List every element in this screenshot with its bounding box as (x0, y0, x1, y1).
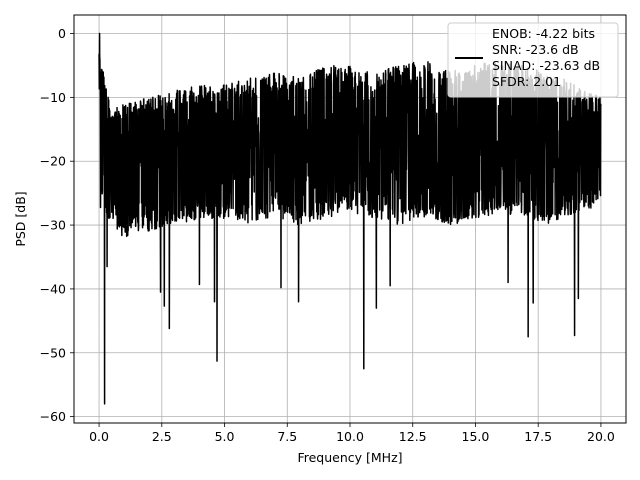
y-tick-label: −50 (40, 345, 66, 360)
legend-enob: ENOB: -4.22 bits (492, 26, 595, 41)
legend-sinad: SINAD: -23.63 dB (492, 58, 600, 73)
x-tick-label: 10.0 (336, 429, 364, 444)
x-tick-label: 0.0 (89, 429, 109, 444)
y-tick-label: −20 (40, 154, 66, 169)
y-tick-label: −10 (40, 90, 66, 105)
x-tick-label: 2.5 (152, 429, 172, 444)
x-tick-label: 12.5 (399, 429, 427, 444)
x-tick-label: 17.5 (524, 429, 552, 444)
y-tick-label: 0 (58, 26, 66, 41)
y-tick-label: −60 (40, 409, 66, 424)
x-tick-label: 15.0 (462, 429, 490, 444)
x-axis-label: Frequency [MHz] (297, 450, 402, 465)
x-tick-label: 20.0 (587, 429, 615, 444)
ticks: 0.0 2.5 5.0 7.5 10.0 12.5 15.0 17.5 20.0 0 −10 −20 −… (40, 26, 615, 444)
y-axis-label: PSD [dB] (13, 191, 28, 246)
legend-box (447, 22, 619, 98)
y-tick-label: −40 (40, 281, 66, 296)
x-tick-label: 5.0 (215, 429, 235, 444)
y-tick-label: −30 (40, 218, 66, 233)
legend-sfdr: SFDR: 2.01 (492, 74, 561, 89)
legend: ENOB: -4.22 bits SNR: -23.6 dB SINAD: -2… (447, 22, 619, 98)
x-tick-label: 7.5 (277, 429, 297, 444)
legend-snr: SNR: -23.6 dB (492, 42, 579, 57)
